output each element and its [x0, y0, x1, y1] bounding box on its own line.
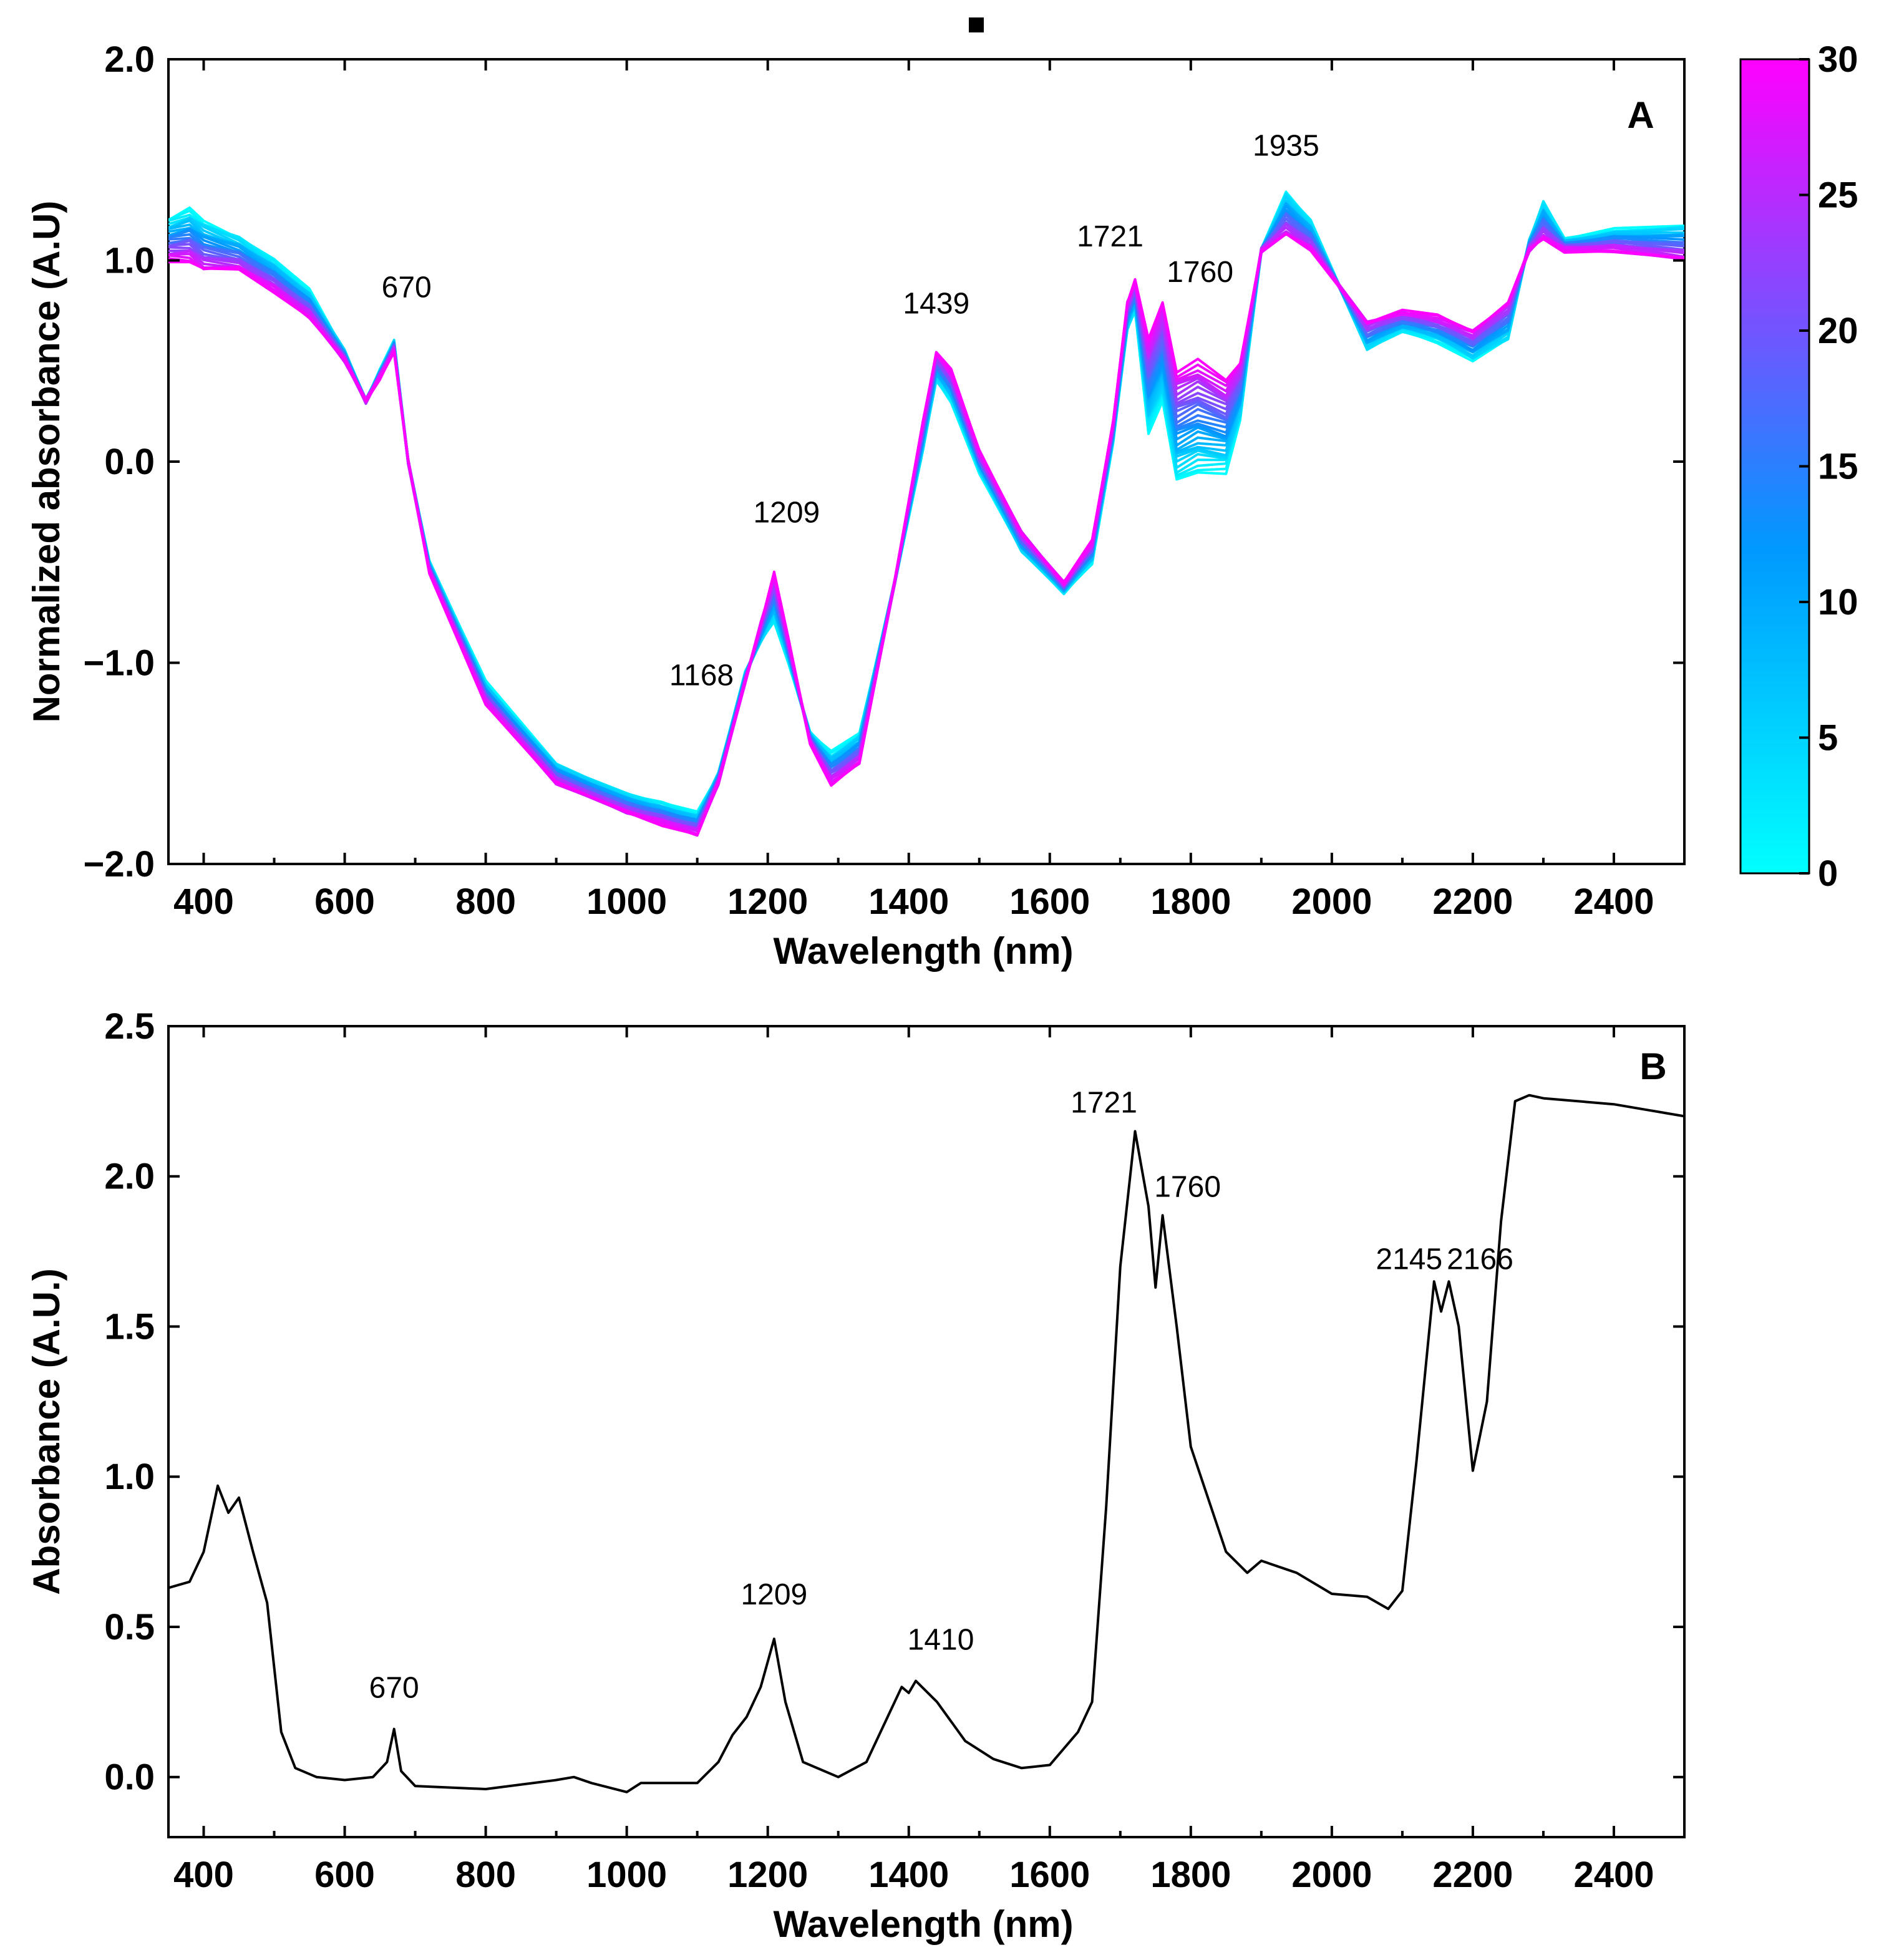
panel-b-peak-label: 1410 — [908, 1624, 974, 1657]
panel-b-x-tick-label: 1400 — [868, 1855, 949, 1895]
panel-a-y-tick-label: 0.0 — [104, 442, 155, 482]
colorbar-tick-label: 30 — [1818, 39, 1858, 80]
panel-a-axes: 400 600 800 1000 1200 1400 1600 1800 2000 2200 240… — [84, 39, 1686, 922]
panel-a-y-tick-label: 1.0 — [104, 241, 155, 281]
panel-a-x-tick-label: 1200 — [727, 881, 808, 922]
panel-a-peak-label: 1935 — [1253, 130, 1319, 163]
panel-a-x-tick-label: 2400 — [1573, 881, 1654, 922]
panel-b-peak-label: 1209 — [740, 1578, 807, 1611]
panel-a-label: A — [1627, 94, 1654, 136]
panel-b-annotations: 670 1209 1410 1721 1760 2145 2166 — [369, 1087, 1513, 1705]
panel-b-series-line — [168, 1094, 1684, 1793]
panel-b-x-tick-label: 1000 — [586, 1855, 667, 1895]
colorbar-tick-label: 20 — [1818, 311, 1858, 351]
panel-b: 400 600 800 1000 1200 1400 1600 1800 2000 2200 240… — [26, 1006, 1686, 1945]
panel-b-x-tick-label: 400 — [173, 1855, 234, 1895]
panel-b-frame — [167, 1025, 1686, 1838]
panel-b-x-tick-label: 2400 — [1573, 1855, 1654, 1895]
panel-a-x-tick-label: 1400 — [868, 881, 949, 922]
panel-b-y-axis-label: Absorbance (A.U.) — [26, 1268, 67, 1594]
colorbar — [1739, 58, 1810, 875]
panel-a-x-tick-label: 400 — [173, 881, 234, 922]
panel-b-y-tick-label: 0.0 — [104, 1757, 155, 1798]
panel-a-x-tick-label: 2200 — [1432, 881, 1513, 922]
panel-b-label: B — [1639, 1045, 1666, 1087]
colorbar-tick-label: 15 — [1818, 447, 1858, 487]
panel-b-axes: 400 600 800 1000 1200 1400 1600 1800 2000 2200 240… — [104, 1006, 1686, 1895]
panel-b-peak-label: 2166 — [1447, 1243, 1513, 1276]
panel-a-peak-label: 1760 — [1167, 256, 1233, 289]
panel-b-x-tick-label: 1200 — [727, 1855, 808, 1895]
panel-a-frame — [167, 58, 1686, 865]
panel-b-peak-label: 670 — [369, 1672, 419, 1705]
panel-a-x-tick-label: 2000 — [1291, 881, 1372, 922]
panel-a-y-tick-label: 2.0 — [104, 39, 155, 80]
panel-a-x-axis-label: Wavelength (nm) — [773, 930, 1073, 972]
panel-b-y-tick-label: 2.5 — [104, 1006, 155, 1047]
panel-b-x-tick-label: 2000 — [1291, 1855, 1372, 1895]
panel-a-x-tick-label: 600 — [314, 881, 375, 922]
panel-a-peak-label: 1209 — [753, 496, 820, 529]
panel-b-y-tick-label: 2.0 — [104, 1157, 155, 1197]
colorbar-tick-label: 0 — [1818, 853, 1838, 894]
panel-a-x-tick-label: 1800 — [1150, 881, 1231, 922]
panel-b-peak-label: 1721 — [1071, 1087, 1137, 1120]
panel-a-y-tick-label: −2.0 — [84, 844, 155, 885]
panel-b-x-tick-label: 2200 — [1432, 1855, 1513, 1895]
colorbar-tick-label: 25 — [1818, 175, 1858, 216]
panel-a-peak-label: 670 — [382, 271, 432, 304]
panel-a-x-tick-label: 800 — [455, 881, 516, 922]
panel-a-x-tick-label: 1000 — [586, 881, 667, 922]
panel-a: 400 600 800 1000 1200 1400 1600 1800 2000 2200 240… — [26, 39, 1858, 972]
colorbar-ticks: 0 5 10 15 20 25 30 — [1799, 39, 1858, 894]
panel-a-peak-label: 1721 — [1077, 220, 1144, 253]
panel-b-series-group — [168, 1094, 1684, 1793]
colorbar-tick-label: 5 — [1818, 718, 1838, 759]
colorbar-tick-label: 10 — [1818, 582, 1858, 623]
panel-a-series-line — [168, 230, 1684, 830]
panel-b-x-axis-label: Wavelength (nm) — [773, 1903, 1073, 1945]
panel-a-series-line — [168, 232, 1684, 836]
panel-b-x-tick-label: 600 — [314, 1855, 375, 1895]
panel-a-series-group — [168, 190, 1684, 837]
panel-a-peak-label: 1439 — [903, 288, 969, 321]
panel-a-x-tick-label: 1600 — [1009, 881, 1090, 922]
panel-a-y-axis-label: Normalized absorbance (A.U) — [26, 201, 67, 723]
panel-b-x-tick-label: 800 — [455, 1855, 516, 1895]
top-marker — [969, 17, 984, 32]
panel-a-y-tick-label: −1.0 — [84, 643, 155, 684]
panel-b-peak-label: 1760 — [1154, 1170, 1221, 1203]
panel-b-x-tick-label: 1600 — [1009, 1855, 1090, 1895]
panel-b-y-tick-label: 0.5 — [104, 1607, 155, 1647]
panel-b-x-tick-label: 1800 — [1150, 1855, 1231, 1895]
panel-b-y-tick-label: 1.5 — [104, 1306, 155, 1347]
panel-a-peak-label: 1168 — [669, 659, 734, 692]
panel-b-y-tick-label: 1.0 — [104, 1457, 155, 1497]
panel-a-annotations: 670 1168 1209 1439 1721 1760 1935 — [382, 130, 1319, 692]
panel-b-peak-label: 2145 — [1376, 1243, 1442, 1276]
